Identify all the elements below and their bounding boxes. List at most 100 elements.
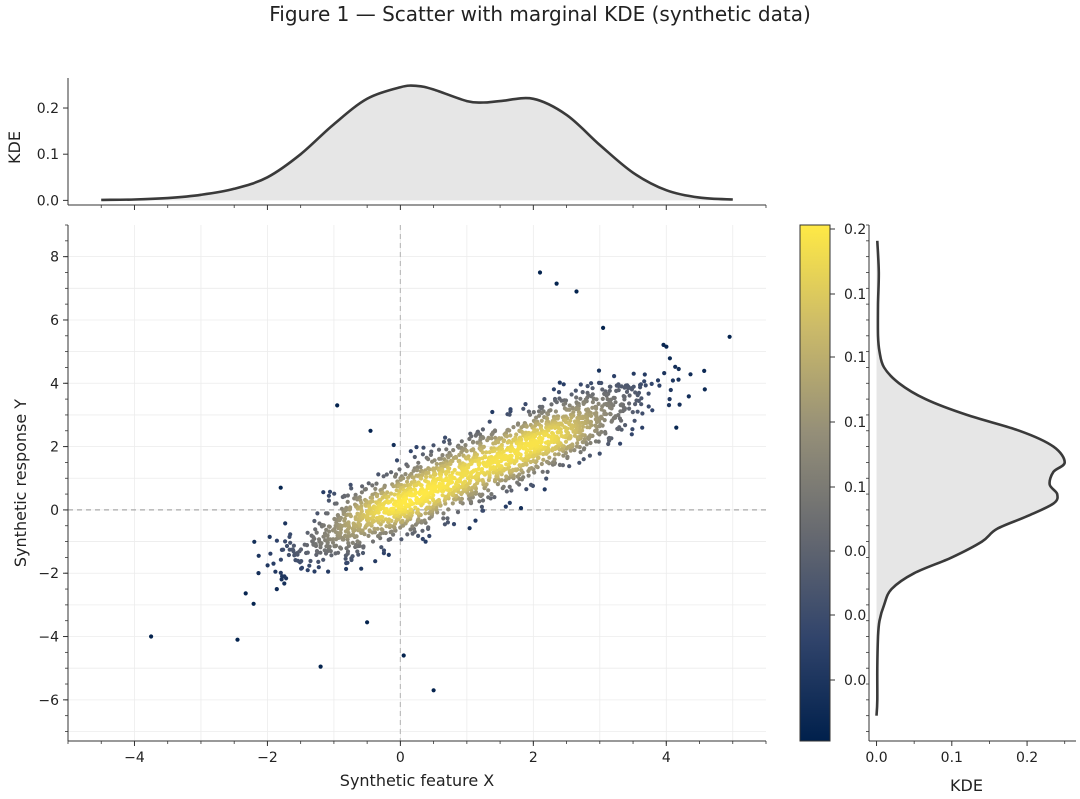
- scatter-point: [504, 434, 509, 439]
- scatter-point: [430, 459, 435, 464]
- scatter-point: [343, 533, 348, 539]
- scatter-point: [490, 409, 495, 415]
- scatter-point: [288, 540, 293, 545]
- scatter-point: [552, 457, 557, 462]
- scatter-point: [326, 569, 331, 574]
- scatter-point: [614, 388, 619, 393]
- scatter-point: [344, 507, 349, 513]
- scatter-point: [634, 398, 639, 403]
- scatter-point: [539, 461, 544, 467]
- scatter-point: [251, 601, 256, 606]
- scatter-point: [492, 495, 497, 500]
- scatter-point: [355, 549, 360, 554]
- scatter-point: [593, 439, 599, 444]
- scatter-point: [459, 496, 464, 501]
- y-tick-label: 4: [50, 376, 59, 392]
- scatter-point: [487, 419, 492, 424]
- scatter-point: [330, 540, 336, 545]
- scatter-point: [626, 386, 631, 391]
- scatter-point: [635, 409, 640, 414]
- scatter-point: [640, 411, 645, 416]
- scatter-point: [667, 356, 673, 361]
- scatter-point: [596, 401, 601, 406]
- scatter-point: [588, 440, 593, 446]
- scatter-point: [389, 470, 394, 475]
- scatter-point: [278, 570, 283, 575]
- x-axis-label: Synthetic feature X: [340, 771, 494, 790]
- x-tick-label: −2: [257, 750, 278, 766]
- scatter-point: [374, 494, 380, 499]
- y-tick-label: −6: [38, 693, 59, 709]
- scatter-point: [539, 406, 544, 411]
- scatter-point: [345, 499, 350, 504]
- scatter-point: [359, 504, 364, 509]
- scatter-point: [567, 464, 572, 469]
- scatter-point: [561, 453, 566, 458]
- right-x-axis-label: KDE: [950, 776, 983, 795]
- scatter-point: [350, 532, 355, 537]
- scatter-point: [528, 412, 533, 417]
- scatter-point: [401, 653, 406, 658]
- scatter-point: [481, 435, 486, 440]
- scatter-point: [375, 526, 380, 531]
- scatter-point: [552, 452, 558, 457]
- scatter-point: [356, 520, 361, 526]
- scatter-point: [524, 437, 529, 442]
- scatter-point: [629, 387, 635, 392]
- scatter-point: [590, 405, 595, 410]
- scatter-point: [478, 437, 483, 443]
- colorbar-tick-label: 0.0: [844, 608, 866, 624]
- scatter-point: [509, 440, 514, 445]
- scatter-point: [542, 397, 547, 402]
- scatter-point: [507, 484, 512, 489]
- scatter-point: [403, 472, 408, 477]
- scatter-point: [321, 557, 326, 562]
- x-tick-label: 0: [396, 750, 405, 766]
- scatter-point: [615, 426, 620, 431]
- scatter-point: [427, 467, 432, 472]
- scatter-point: [501, 484, 506, 489]
- scatter-point: [243, 591, 248, 596]
- scatter-point: [509, 488, 514, 493]
- scatter-point: [674, 425, 679, 430]
- right-x-tick-label: 0.0: [865, 750, 887, 766]
- scatter-point: [575, 415, 580, 421]
- scatter-point: [405, 479, 410, 484]
- scatter-point: [477, 492, 482, 497]
- scatter-point: [621, 394, 626, 399]
- scatter-point: [455, 509, 461, 515]
- scatter-point: [436, 497, 441, 503]
- scatter-point: [539, 410, 545, 415]
- scatter-point: [454, 455, 459, 460]
- scatter-point: [332, 527, 337, 532]
- colorbar-tick-label: 0.1: [844, 287, 866, 303]
- scatter-point: [605, 397, 610, 402]
- scatter-point: [274, 587, 279, 592]
- scatter-point: [581, 424, 586, 429]
- colorbar-tick-label: 0.0: [844, 544, 866, 560]
- scatter-point: [541, 452, 546, 457]
- scatter-point: [384, 472, 389, 477]
- scatter-point: [386, 494, 391, 499]
- scatter-point: [331, 537, 336, 542]
- scatter-point: [391, 484, 396, 489]
- scatter-point: [646, 391, 651, 396]
- scatter-point: [305, 568, 310, 573]
- scatter-point: [475, 440, 480, 445]
- scatter-point: [581, 457, 586, 462]
- scatter-point: [507, 412, 512, 417]
- scatter-point: [447, 438, 452, 443]
- scatter-point: [281, 547, 286, 552]
- scatter-point: [617, 416, 623, 421]
- scatter-point: [278, 557, 283, 562]
- scatter-point: [475, 471, 480, 476]
- scatter-point: [411, 475, 416, 480]
- scatter-point: [668, 387, 673, 393]
- scatter-point: [291, 543, 296, 548]
- scatter-point: [421, 445, 426, 450]
- scatter-point: [564, 429, 569, 434]
- scatter-point: [419, 476, 424, 481]
- scatter-point: [441, 511, 446, 516]
- scatter-point: [235, 637, 240, 642]
- scatter-point: [256, 553, 261, 558]
